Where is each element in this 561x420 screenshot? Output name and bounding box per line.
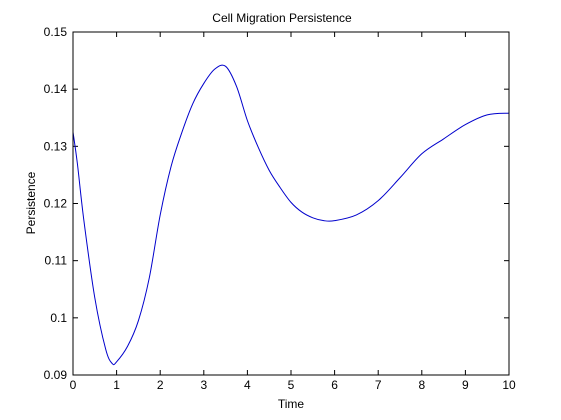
y-tick-label: 0.13: [44, 139, 68, 153]
x-tick-label: 2: [157, 378, 164, 392]
x-axis-label: Time: [278, 397, 305, 411]
x-tick-label: 10: [502, 378, 516, 392]
y-tick-label: 0.14: [44, 82, 68, 96]
x-tick-label: 1: [113, 378, 120, 392]
x-tick-group: 0 1 2 3 4 5 6 7 8 9 10: [70, 32, 516, 392]
y-tick-label: 0.09: [44, 368, 68, 382]
x-tick-label: 6: [331, 378, 338, 392]
x-tick-label: 4: [244, 378, 251, 392]
y-tick-label: 0.12: [44, 197, 68, 211]
series-line: [72, 64, 510, 366]
x-tick-label: 9: [462, 378, 469, 392]
y-tick-label: 0.15: [44, 25, 68, 39]
axes-box: [72, 31, 510, 376]
y-tick-label: 0.11: [45, 254, 68, 268]
x-tick-label: 3: [200, 378, 207, 392]
x-tick-label: 7: [375, 378, 382, 392]
x-tick-label: 8: [418, 378, 425, 392]
chart-title: Cell Migration Persistence: [212, 11, 352, 25]
x-tick-label: 5: [288, 378, 295, 392]
y-tick-label: 0.1: [50, 311, 67, 325]
y-axis-label: Persistence: [24, 171, 38, 234]
y-tick-group: 0.09 0.1 0.11 0.12 0.13 0.14 0.15: [44, 25, 509, 382]
x-tick-label: 0: [70, 378, 77, 392]
plot-area-background: [73, 32, 509, 375]
